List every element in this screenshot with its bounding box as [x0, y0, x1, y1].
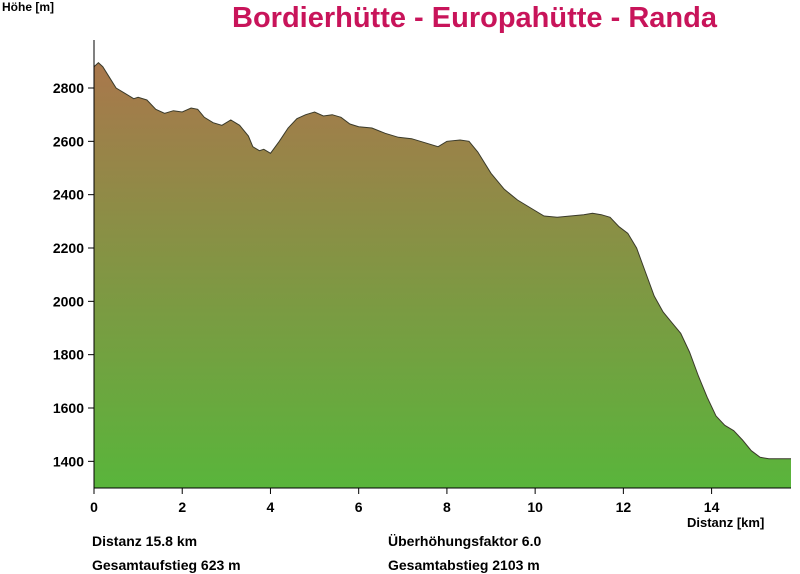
- x-axis-label: Distanz [km]: [687, 515, 765, 530]
- y-axis-label: Höhe [m]: [2, 0, 54, 14]
- y-tick-label: 1400: [53, 453, 84, 469]
- y-tick-label: 2400: [53, 187, 84, 203]
- y-tick-label: 2200: [53, 240, 84, 256]
- x-tick-label: 0: [90, 499, 98, 515]
- y-tick-label: 1800: [53, 347, 84, 363]
- x-tick-label: 12: [616, 499, 632, 515]
- x-tick-label: 8: [443, 499, 451, 515]
- x-tick-label: 2: [178, 499, 186, 515]
- x-tick-label: 14: [704, 499, 720, 515]
- y-tick-label: 2600: [53, 133, 84, 149]
- stat-descent: Gesamtabstieg 2103 m: [388, 557, 540, 573]
- x-tick-label: 6: [355, 499, 363, 515]
- x-tick-label: 4: [267, 499, 275, 515]
- y-tick-label: 2000: [53, 293, 84, 309]
- elevation-line: [93, 62, 791, 460]
- y-tick-label: 2800: [53, 80, 84, 96]
- chart-title: Bordierhütte - Europahütte - Randa: [232, 2, 717, 34]
- stat-exaggeration: Überhöhungsfaktor 6.0: [388, 533, 542, 549]
- stat-ascent: Gesamtaufstieg 623 m: [92, 557, 241, 573]
- x-tick-label: 10: [527, 499, 543, 515]
- stat-distance: Distanz 15.8 km: [92, 533, 198, 549]
- elevation-area: [94, 62, 791, 488]
- y-tick-label: 1600: [53, 400, 84, 416]
